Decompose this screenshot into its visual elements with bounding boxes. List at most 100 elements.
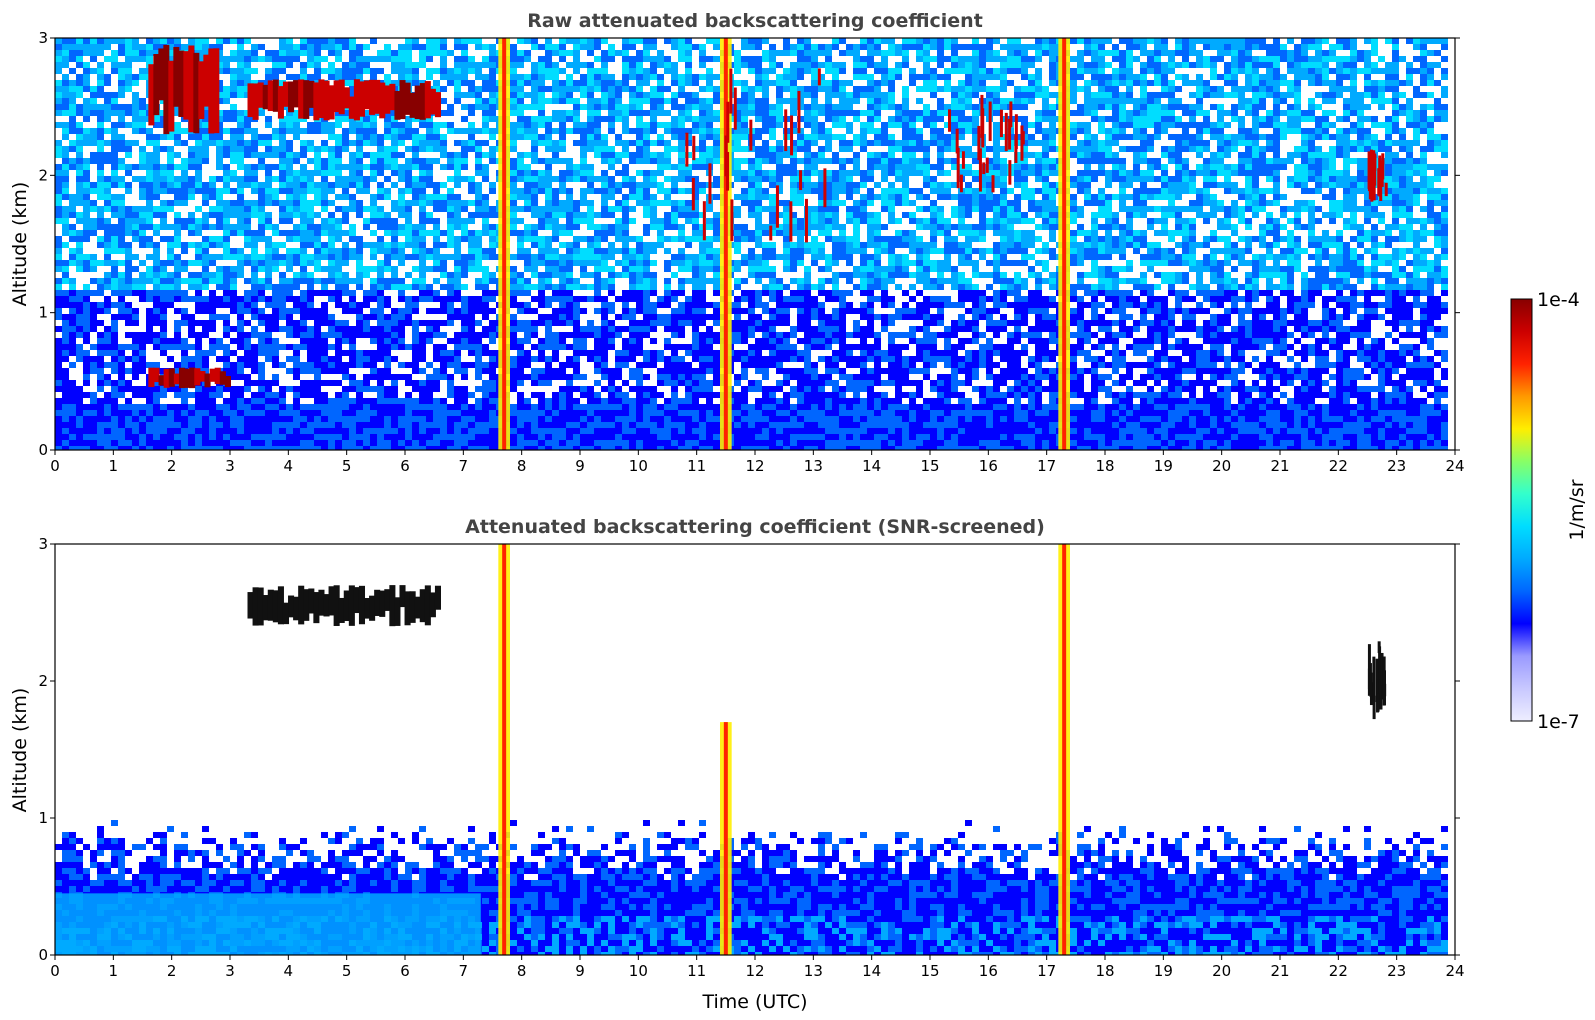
heatmap-cell	[622, 212, 629, 218]
heatmap-cell	[671, 446, 678, 450]
heatmap-cell	[321, 248, 328, 254]
heatmap-cell	[195, 254, 202, 260]
heatmap-cell	[314, 434, 321, 440]
heatmap-cell	[699, 236, 706, 242]
heatmap-cell	[426, 416, 433, 422]
heatmap-cell	[615, 224, 622, 230]
heatmap-cell	[76, 110, 83, 116]
heatmap-cell	[209, 428, 216, 434]
heatmap-cell	[608, 74, 615, 80]
heatmap-cell	[258, 158, 265, 164]
heatmap-cell	[678, 332, 685, 338]
heatmap-cell	[538, 134, 545, 140]
heatmap-cell	[167, 440, 174, 446]
heatmap-cell	[146, 224, 153, 230]
heatmap-cell	[482, 122, 489, 128]
heatmap-cell	[237, 176, 244, 182]
heatmap-cell	[671, 386, 678, 392]
heatmap-cell	[244, 422, 251, 428]
heatmap-cell	[300, 272, 307, 278]
heatmap-cell	[433, 326, 440, 332]
heatmap-cell	[83, 74, 90, 80]
heatmap-cell	[412, 356, 419, 362]
heatmap-cell	[83, 440, 90, 446]
heatmap-cell	[545, 38, 552, 44]
heatmap-cell	[286, 320, 293, 326]
heatmap-cell	[370, 446, 377, 450]
heatmap-cell	[202, 386, 209, 392]
heatmap-cell	[545, 416, 552, 422]
heatmap-cell	[699, 122, 706, 128]
heatmap-cell	[433, 80, 440, 86]
heatmap-cell	[363, 152, 370, 158]
heatmap-cell	[398, 410, 405, 416]
heatmap-cell	[412, 68, 419, 74]
heatmap-cell	[433, 356, 440, 362]
heatmap-cell	[90, 98, 97, 104]
heatmap-cell	[314, 122, 321, 128]
heatmap-cell	[559, 428, 566, 434]
heatmap-cell	[363, 326, 370, 332]
heatmap-cell	[685, 212, 692, 218]
heatmap-cell	[195, 206, 202, 212]
heatmap-cell	[622, 416, 629, 422]
heatmap-cell	[608, 290, 615, 296]
heatmap-cell	[559, 344, 566, 350]
heatmap-cell	[167, 200, 174, 206]
heatmap-cell	[699, 266, 706, 272]
heatmap-cell	[265, 50, 272, 56]
heatmap-cell	[146, 392, 153, 398]
heatmap-cell	[181, 392, 188, 398]
heatmap-cell	[118, 110, 125, 116]
heatmap-cell	[517, 302, 524, 308]
heatmap-cell	[293, 248, 300, 254]
heatmap-cell	[699, 44, 706, 50]
heatmap-cell	[279, 200, 286, 206]
heatmap-cell	[692, 296, 699, 302]
heatmap-cell	[573, 368, 580, 374]
heatmap-cell	[174, 332, 181, 338]
heatmap-cell	[510, 200, 517, 206]
heatmap-cell	[202, 350, 209, 356]
heatmap-cell	[349, 50, 356, 56]
heatmap-cell	[307, 296, 314, 302]
heatmap-cell	[692, 200, 699, 206]
heatmap-cell	[461, 266, 468, 272]
heatmap-cell	[692, 308, 699, 314]
heatmap-cell	[223, 422, 230, 428]
heatmap-cell	[90, 50, 97, 56]
heatmap-cell	[286, 308, 293, 314]
heatmap-cell	[237, 320, 244, 326]
heatmap-cell	[279, 434, 286, 440]
heatmap-cell	[657, 218, 664, 224]
heatmap-cell	[636, 338, 643, 344]
heatmap-cell	[370, 362, 377, 368]
heatmap-cell	[202, 146, 209, 152]
heatmap-cell	[286, 194, 293, 200]
heatmap-cell	[188, 356, 195, 362]
heatmap-cell	[118, 386, 125, 392]
heatmap-cell	[461, 92, 468, 98]
heatmap-cell	[510, 254, 517, 260]
heatmap-cell	[279, 416, 286, 422]
heatmap-cell	[55, 152, 62, 158]
heatmap-cell	[447, 242, 454, 248]
heatmap-cell	[517, 404, 524, 410]
heatmap-cell	[62, 302, 69, 308]
heatmap-cell	[391, 146, 398, 152]
heatmap-cell	[237, 122, 244, 128]
heatmap-cell	[293, 296, 300, 302]
heatmap-cell	[160, 344, 167, 350]
heatmap-cell	[419, 434, 426, 440]
heatmap-cell	[468, 314, 475, 320]
heatmap-cell	[419, 422, 426, 428]
heatmap-cell	[433, 368, 440, 374]
heatmap-cell	[76, 134, 83, 140]
heatmap-cell	[643, 398, 650, 404]
heatmap-cell	[524, 50, 531, 56]
heatmap-cell	[517, 236, 524, 242]
heatmap-cell	[181, 188, 188, 194]
heatmap-cell	[167, 164, 174, 170]
heatmap-cell	[391, 266, 398, 272]
heatmap-cell	[559, 50, 566, 56]
